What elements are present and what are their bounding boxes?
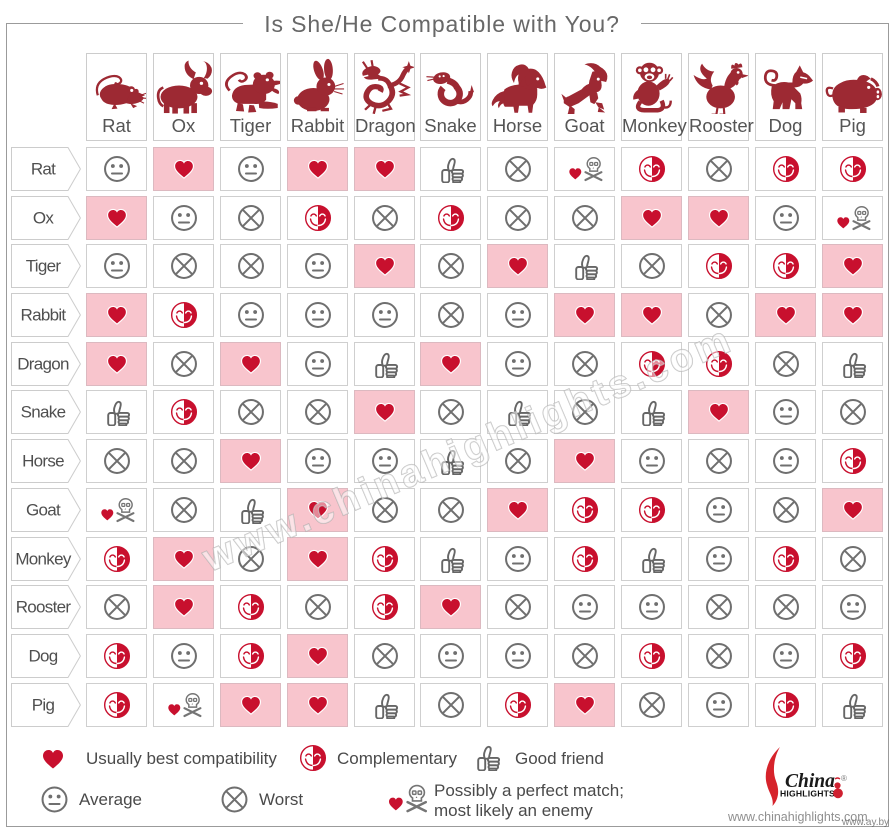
svg-text:Monkey: Monkey [15,550,72,569]
svg-text:Ox: Ox [33,209,55,228]
svg-text:Rat: Rat [31,160,56,179]
svg-text:®: ® [841,774,847,783]
svg-text:China: China [785,771,835,792]
svg-text:www.chinahighlights.com: www.chinahighlights.com [196,317,740,580]
svg-text:Dragon: Dragon [17,355,69,374]
svg-text:Tiger: Tiger [26,257,62,276]
svg-text:Dog: Dog [28,647,57,666]
svg-text:Rabbit: Rabbit [21,306,67,325]
svg-text:Horse: Horse [22,452,64,471]
svg-text:Goat: Goat [26,501,61,520]
svg-text:HIGHLIGHTS: HIGHLIGHTS [780,789,835,799]
svg-text:Snake: Snake [21,403,66,422]
svg-text:Rooster: Rooster [16,598,72,617]
svg-text:Pig: Pig [32,696,55,715]
